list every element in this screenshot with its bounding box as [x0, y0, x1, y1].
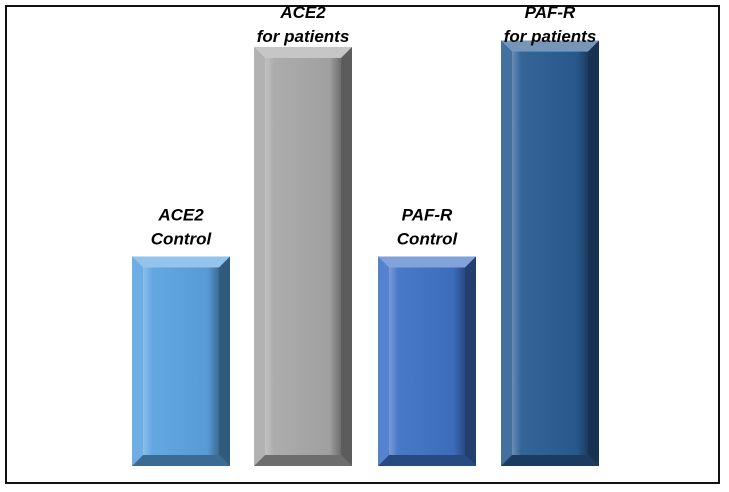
bar-left-bevel — [254, 46, 265, 466]
bar-left-bevel — [501, 40, 512, 467]
bar-right-bevel — [588, 40, 599, 467]
bar-gloss — [389, 267, 465, 455]
bar-gloss — [265, 57, 341, 455]
bar-right-bevel — [341, 46, 352, 466]
bar-2 — [254, 46, 352, 466]
bar-right-bevel — [465, 256, 476, 466]
bar-left-bevel — [132, 256, 143, 466]
bar-label-2-line-1: ACE2 — [279, 3, 326, 22]
bar-3 — [378, 256, 476, 466]
bar-label-4-line-1: PAF-R — [525, 3, 576, 22]
bar-top-bevel — [501, 40, 599, 52]
bar-bottom-bevel — [378, 455, 476, 466]
labels-layer: ACE2 Control ACE2 for patients PAF-R Control P… — [151, 3, 597, 248]
bar-top-bevel — [132, 256, 230, 268]
bar-bottom-bevel — [501, 455, 599, 466]
bar-1 — [132, 256, 230, 466]
bar-right-bevel — [219, 256, 230, 466]
bar-left-bevel — [378, 256, 389, 466]
bar-label-2-line-2: for patients — [257, 27, 350, 46]
bar-bottom-bevel — [254, 455, 352, 466]
chart-frame — [5, 5, 720, 484]
bar-top-bevel — [254, 46, 352, 58]
bar-label-1-line-2: Control — [151, 229, 213, 248]
bars-layer — [132, 40, 599, 467]
bar-label-3-line-1: PAF-R — [402, 205, 453, 224]
bar-label-1-line-1: ACE2 — [157, 205, 204, 224]
bar-4 — [501, 40, 599, 467]
bar-label-4-line-2: for patients — [504, 27, 597, 46]
bar-top-bevel — [378, 256, 476, 268]
bar-label-3-line-2: Control — [397, 229, 459, 248]
bar-gloss — [143, 267, 219, 455]
bar-gloss — [512, 51, 588, 456]
bar-bottom-bevel — [132, 455, 230, 466]
